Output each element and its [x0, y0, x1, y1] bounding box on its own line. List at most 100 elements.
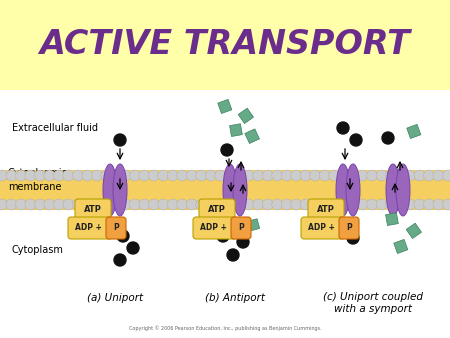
Circle shape	[414, 170, 425, 181]
Circle shape	[0, 170, 8, 181]
Circle shape	[6, 170, 17, 181]
Text: Cytoplasm: Cytoplasm	[12, 245, 64, 255]
Circle shape	[405, 199, 415, 210]
Circle shape	[158, 199, 169, 210]
Circle shape	[357, 170, 368, 181]
Circle shape	[15, 199, 27, 210]
Text: P: P	[346, 223, 352, 233]
Circle shape	[196, 199, 207, 210]
Ellipse shape	[113, 164, 127, 216]
Circle shape	[110, 199, 122, 210]
Circle shape	[300, 170, 311, 181]
Text: Cytoplasmic
membrane: Cytoplasmic membrane	[8, 168, 68, 192]
Text: ATP: ATP	[317, 206, 335, 215]
Text: ADP +: ADP +	[75, 223, 105, 233]
Circle shape	[63, 199, 74, 210]
FancyBboxPatch shape	[308, 199, 344, 221]
Circle shape	[177, 170, 188, 181]
Circle shape	[120, 199, 131, 210]
Circle shape	[433, 199, 444, 210]
Circle shape	[224, 199, 235, 210]
Ellipse shape	[336, 164, 350, 216]
Circle shape	[148, 170, 159, 181]
Ellipse shape	[233, 164, 247, 216]
Text: Extracellular fluid: Extracellular fluid	[12, 123, 98, 133]
Text: ADP +: ADP +	[200, 223, 230, 233]
FancyBboxPatch shape	[68, 217, 112, 239]
Bar	[218, 99, 232, 114]
Circle shape	[101, 170, 112, 181]
Circle shape	[101, 199, 112, 210]
Circle shape	[72, 170, 83, 181]
Circle shape	[6, 199, 17, 210]
Ellipse shape	[396, 164, 410, 216]
Circle shape	[291, 199, 302, 210]
Bar	[245, 129, 260, 144]
Ellipse shape	[223, 164, 237, 216]
Text: (a) Uniport: (a) Uniport	[87, 293, 143, 303]
Circle shape	[114, 254, 126, 266]
Ellipse shape	[346, 164, 360, 216]
Circle shape	[338, 199, 349, 210]
Circle shape	[243, 199, 254, 210]
Circle shape	[224, 170, 235, 181]
Text: ADP +: ADP +	[308, 223, 338, 233]
FancyBboxPatch shape	[199, 199, 235, 221]
Circle shape	[148, 199, 159, 210]
Circle shape	[405, 170, 415, 181]
Circle shape	[215, 170, 226, 181]
Circle shape	[158, 170, 169, 181]
Circle shape	[25, 170, 36, 181]
Circle shape	[328, 170, 340, 181]
Circle shape	[350, 134, 362, 146]
Circle shape	[262, 199, 273, 210]
Circle shape	[319, 170, 330, 181]
Circle shape	[328, 199, 340, 210]
Text: P: P	[238, 223, 244, 233]
Circle shape	[127, 242, 139, 254]
Circle shape	[433, 170, 444, 181]
Bar	[230, 124, 243, 137]
Circle shape	[319, 199, 330, 210]
FancyBboxPatch shape	[231, 217, 251, 239]
Circle shape	[395, 199, 406, 210]
Circle shape	[227, 249, 239, 261]
Circle shape	[253, 170, 264, 181]
Circle shape	[215, 199, 226, 210]
Circle shape	[395, 170, 406, 181]
Circle shape	[281, 199, 292, 210]
Bar	[407, 124, 421, 139]
Circle shape	[114, 134, 126, 146]
Circle shape	[347, 170, 359, 181]
Circle shape	[300, 199, 311, 210]
Circle shape	[414, 199, 425, 210]
Bar	[406, 223, 422, 239]
Circle shape	[376, 170, 387, 181]
Circle shape	[196, 170, 207, 181]
Circle shape	[310, 170, 321, 181]
Circle shape	[186, 199, 197, 210]
Ellipse shape	[386, 164, 400, 216]
Circle shape	[234, 199, 245, 210]
Bar	[0, 0, 450, 90]
Circle shape	[139, 170, 150, 181]
Text: ATP: ATP	[84, 206, 102, 215]
Circle shape	[347, 199, 359, 210]
Circle shape	[221, 144, 233, 156]
Circle shape	[72, 199, 83, 210]
Circle shape	[44, 199, 55, 210]
Circle shape	[91, 199, 103, 210]
Circle shape	[205, 199, 216, 210]
Circle shape	[442, 199, 450, 210]
Circle shape	[167, 170, 178, 181]
Text: P: P	[113, 223, 119, 233]
Circle shape	[129, 199, 140, 210]
Circle shape	[167, 199, 178, 210]
Circle shape	[110, 170, 122, 181]
Circle shape	[54, 199, 64, 210]
Circle shape	[63, 170, 74, 181]
FancyBboxPatch shape	[193, 217, 237, 239]
Circle shape	[217, 230, 229, 242]
Circle shape	[382, 132, 394, 144]
Text: Copyright © 2006 Pearson Education, Inc., publishing as Benjamin Cummings.: Copyright © 2006 Pearson Education, Inc.…	[129, 325, 321, 331]
